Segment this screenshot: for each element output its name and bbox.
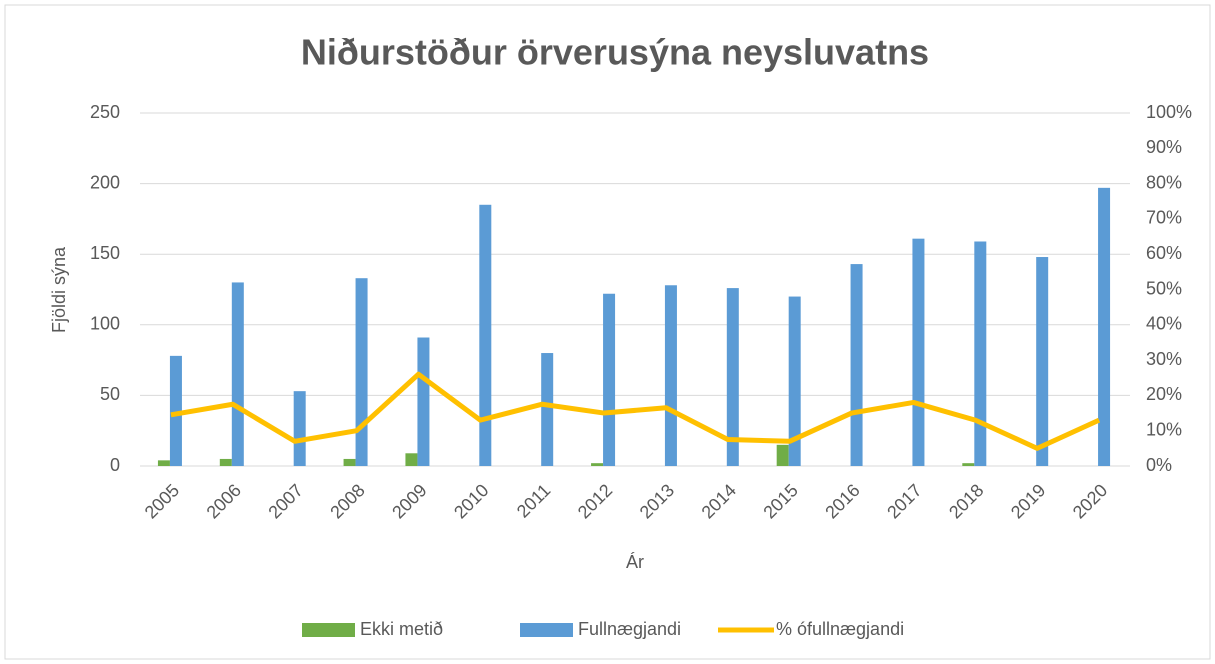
y-tick-label: 200	[90, 172, 120, 192]
bar	[850, 264, 863, 466]
legend-label: Fullnægjandi	[578, 619, 681, 639]
line	[170, 371, 1101, 451]
bar	[726, 288, 739, 466]
x-axis-title: Ár	[626, 552, 644, 572]
bar	[974, 241, 987, 466]
y2-tick-label: 20%	[1146, 384, 1182, 404]
bar	[776, 444, 789, 466]
bar	[912, 238, 925, 466]
bar	[343, 458, 356, 466]
y2-tick-label: 70%	[1146, 208, 1182, 228]
bar	[788, 296, 801, 466]
bar	[157, 460, 170, 466]
bar	[293, 391, 306, 466]
y2-tick-label: 60%	[1146, 243, 1182, 263]
bar	[479, 204, 492, 466]
bar	[231, 282, 244, 466]
legend-label: Ekki metið	[360, 619, 443, 639]
bar	[169, 355, 182, 466]
bar	[417, 337, 430, 466]
y2-tick-label: 90%	[1146, 137, 1182, 157]
chart-title: Niðurstöður örverusýna neysluvatns	[301, 32, 929, 73]
y-tick-label: 250	[90, 102, 120, 122]
bar	[591, 463, 604, 466]
y-axis-title: Fjöldi sýna	[49, 246, 69, 333]
y2-tick-label: 40%	[1146, 314, 1182, 334]
bar	[1098, 187, 1111, 466]
y2-tick-label: 80%	[1146, 172, 1182, 192]
y2-tick-label: 0%	[1146, 455, 1172, 475]
bar	[541, 353, 554, 466]
y-tick-label: 150	[90, 243, 120, 263]
bar	[962, 463, 975, 466]
bar	[603, 293, 616, 466]
bar	[219, 458, 232, 466]
bar	[405, 453, 418, 466]
y2-tick-label: 50%	[1146, 278, 1182, 298]
y2-tick-label: 30%	[1146, 349, 1182, 369]
bar	[1036, 257, 1049, 466]
legend-swatch	[302, 623, 355, 637]
bar	[355, 278, 368, 466]
y-tick-label: 0	[110, 455, 120, 475]
y2-tick-label: 100%	[1146, 102, 1192, 122]
y2-tick-label: 10%	[1146, 419, 1182, 439]
y-tick-label: 100	[90, 314, 120, 334]
legend-swatch	[520, 623, 573, 637]
legend-label: % ófullnægjandi	[776, 619, 904, 639]
bar	[664, 285, 677, 466]
y-tick-label: 50	[100, 384, 120, 404]
